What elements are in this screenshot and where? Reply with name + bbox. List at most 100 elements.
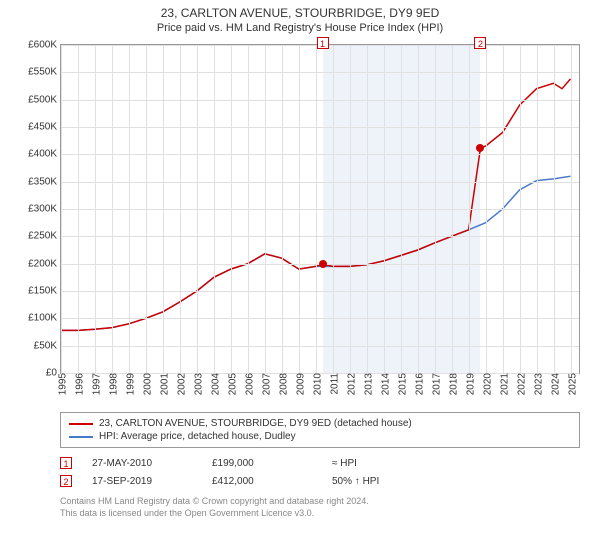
gridline-vertical <box>112 45 113 373</box>
footer-line-1: Contains HM Land Registry data © Crown c… <box>60 496 580 508</box>
x-axis-tick-label: 2012 <box>342 373 357 395</box>
sale-row: 217-SEP-2019£412,00050% ↑ HPI <box>60 472 580 490</box>
chart-subtitle: Price paid vs. HM Land Registry's House … <box>0 22 600 34</box>
gridline-vertical <box>95 45 96 373</box>
x-axis-tick-label: 2023 <box>529 373 544 395</box>
footer-attribution: Contains HM Land Registry data © Crown c… <box>60 496 580 519</box>
legend-swatch <box>69 423 93 425</box>
x-axis-tick-label: 2002 <box>172 373 187 395</box>
gridline-vertical <box>316 45 317 373</box>
y-axis-tick-label: £450K <box>28 122 61 133</box>
sale-row: 1 27-MAY-2010 £199,000 ≈ HPI <box>60 454 580 472</box>
gridline-vertical <box>503 45 504 373</box>
gridline-vertical <box>282 45 283 373</box>
x-axis-tick-label: 2022 <box>512 373 527 395</box>
gridline-vertical <box>350 45 351 373</box>
gridline-horizontal <box>61 72 579 73</box>
gridline-vertical <box>214 45 215 373</box>
x-axis-tick-label: 2021 <box>495 373 510 395</box>
sale-price: £412,000 <box>212 476 312 487</box>
gridline-vertical <box>401 45 402 373</box>
x-axis-tick-label: 2000 <box>138 373 153 395</box>
y-axis-tick-label: £250K <box>28 231 61 242</box>
y-axis-tick-label: £400K <box>28 149 61 160</box>
gridline-horizontal <box>61 154 579 155</box>
x-axis-tick-label: 2005 <box>223 373 238 395</box>
chart-plot-area: £0£50K£100K£150K£200K£250K£300K£350K£400… <box>60 44 580 374</box>
sale-price: £199,000 <box>212 458 312 469</box>
footer-line-2: This data is licensed under the Open Gov… <box>60 508 580 520</box>
y-axis-tick-label: £350K <box>28 176 61 187</box>
x-axis-tick-label: 2017 <box>427 373 442 395</box>
x-axis-tick-label: 1995 <box>54 373 69 395</box>
legend-item: 23, CARLTON AVENUE, STOURBRIDGE, DY9 9ED… <box>69 417 571 430</box>
gridline-horizontal <box>61 236 579 237</box>
gridline-vertical <box>61 45 62 373</box>
x-axis-tick-label: 2014 <box>376 373 391 395</box>
sale-date: 27-MAY-2010 <box>92 458 192 469</box>
gridline-vertical <box>554 45 555 373</box>
x-axis-tick-label: 2001 <box>155 373 170 395</box>
y-axis-tick-label: £100K <box>28 313 61 324</box>
x-axis-tick-label: 1999 <box>121 373 136 395</box>
gridline-horizontal <box>61 291 579 292</box>
x-axis-tick-label: 2013 <box>359 373 374 395</box>
y-axis-tick-label: £500K <box>28 94 61 105</box>
gridline-vertical <box>469 45 470 373</box>
gridline-vertical <box>129 45 130 373</box>
legend-item: HPI: Average price, detached house, Dudl… <box>69 430 571 443</box>
sale-marker-box: 2 <box>474 37 486 49</box>
x-axis-tick-label: 2019 <box>461 373 476 395</box>
y-axis-tick-label: £300K <box>28 204 61 215</box>
chart-title: 23, CARLTON AVENUE, STOURBRIDGE, DY9 9ED <box>0 6 600 20</box>
x-axis-tick-label: 2007 <box>257 373 272 395</box>
legend-swatch <box>69 436 93 438</box>
gridline-horizontal <box>61 127 579 128</box>
x-axis-tick-label: 1996 <box>70 373 85 395</box>
x-axis-tick-label: 2018 <box>444 373 459 395</box>
legend-label: 23, CARLTON AVENUE, STOURBRIDGE, DY9 9ED… <box>99 418 412 429</box>
x-axis-tick-label: 2016 <box>410 373 425 395</box>
gridline-vertical <box>435 45 436 373</box>
sale-row-marker: 1 <box>60 457 72 469</box>
y-axis-tick-label: £50K <box>34 340 61 351</box>
legend: 23, CARLTON AVENUE, STOURBRIDGE, DY9 9ED… <box>60 412 580 448</box>
gridline-horizontal <box>61 346 579 347</box>
x-axis-tick-label: 1997 <box>87 373 102 395</box>
sale-point-marker <box>476 144 484 152</box>
gridline-horizontal <box>61 318 579 319</box>
x-axis-tick-label: 2010 <box>308 373 323 395</box>
legend-label: HPI: Average price, detached house, Dudl… <box>99 431 296 442</box>
gridline-vertical <box>537 45 538 373</box>
gridline-vertical <box>231 45 232 373</box>
x-axis-tick-label: 2024 <box>546 373 561 395</box>
gridline-horizontal <box>61 209 579 210</box>
sale-point-marker <box>319 260 327 268</box>
gridline-vertical <box>299 45 300 373</box>
x-axis-tick-label: 2009 <box>291 373 306 395</box>
gridline-vertical <box>333 45 334 373</box>
gridline-vertical <box>571 45 572 373</box>
gridline-vertical <box>265 45 266 373</box>
sale-date: 17-SEP-2019 <box>92 476 192 487</box>
sale-marker-box: 1 <box>317 37 329 49</box>
sales-table: 1 27-MAY-2010 £199,000 ≈ HPI 2 17-SEP-2019 £41… <box>60 454 580 490</box>
gridline-horizontal <box>61 100 579 101</box>
x-axis-tick-label: 2011 <box>325 373 340 395</box>
gridline-horizontal <box>61 182 579 183</box>
title-block: 23, CARLTON AVENUE, STOURBRIDGE, DY9 9ED… <box>0 0 600 36</box>
gridline-vertical <box>486 45 487 373</box>
sale-vs-hpi: ≈ HPI <box>332 458 580 469</box>
x-axis-tick-label: 2003 <box>189 373 204 395</box>
gridline-vertical <box>520 45 521 373</box>
gridline-vertical <box>197 45 198 373</box>
sale-row-marker: 2 <box>60 475 72 487</box>
x-axis-tick-label: 2015 <box>393 373 408 395</box>
y-axis-tick-label: £550K <box>28 67 61 78</box>
gridline-vertical <box>163 45 164 373</box>
gridline-vertical <box>248 45 249 373</box>
gridline-vertical <box>384 45 385 373</box>
gridline-vertical <box>452 45 453 373</box>
x-axis-tick-label: 2020 <box>478 373 493 395</box>
chart-container: 23, CARLTON AVENUE, STOURBRIDGE, DY9 9ED… <box>0 0 600 560</box>
